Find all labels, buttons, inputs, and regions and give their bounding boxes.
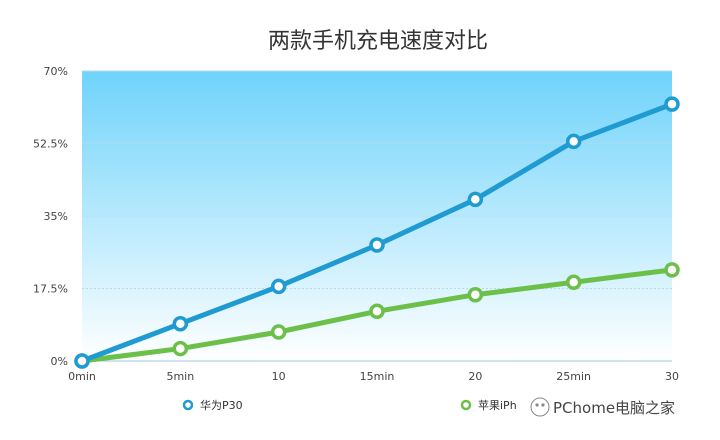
watermark-text: PChome电脑之家 [553, 399, 675, 417]
data-point [172, 340, 189, 357]
data-point [467, 191, 484, 208]
y-tick-label: 17.5% [33, 283, 68, 296]
series-group [74, 96, 680, 369]
legend-item[interactable]: 苹果iPh [460, 398, 517, 412]
data-point [172, 315, 189, 332]
data-point [565, 133, 582, 150]
x-tick-label: 15min [360, 370, 395, 383]
legend-label: 苹果iPh [478, 398, 517, 412]
data-point [369, 303, 385, 320]
data-point [270, 278, 287, 295]
x-tick-label: 30 [665, 370, 679, 383]
x-tick-label: 25min [556, 370, 591, 383]
legend-item[interactable]: 华为P30 [182, 398, 243, 412]
legend-marker [460, 399, 472, 411]
chart-title: 两款手机充电速度对比 [268, 29, 488, 54]
x-tick-label: 0min [68, 370, 96, 383]
data-point [467, 286, 484, 303]
gridlines [82, 70, 672, 362]
y-axis-labels: 70% 52.5% 35% 17.5% 0% [33, 65, 68, 368]
watermark-logo-icon [530, 397, 550, 417]
data-point [270, 324, 287, 340]
data-point [664, 262, 680, 278]
y-tick-label: 0% [51, 355, 68, 368]
y-tick-label: 70% [44, 65, 68, 78]
data-point [74, 353, 90, 369]
y-tick-label: 35% [44, 210, 68, 223]
legend-label: 华为P30 [200, 398, 243, 412]
y-tick-label: 52.5% [33, 138, 68, 151]
data-point [664, 96, 680, 112]
watermark-text-halo: PChome电脑之家 [553, 399, 675, 417]
data-point [565, 274, 582, 291]
x-tick-label: 5min [166, 370, 194, 383]
x-tick-label: 10 [272, 370, 286, 383]
x-tick-label: 20 [468, 370, 482, 383]
data-point [369, 237, 385, 253]
x-axis-labels: 0min 5min 10 15min 20 25min 30 [68, 370, 679, 383]
legend[interactable]: 华为P30 苹果iPh [182, 398, 517, 412]
legend-marker [182, 399, 194, 411]
